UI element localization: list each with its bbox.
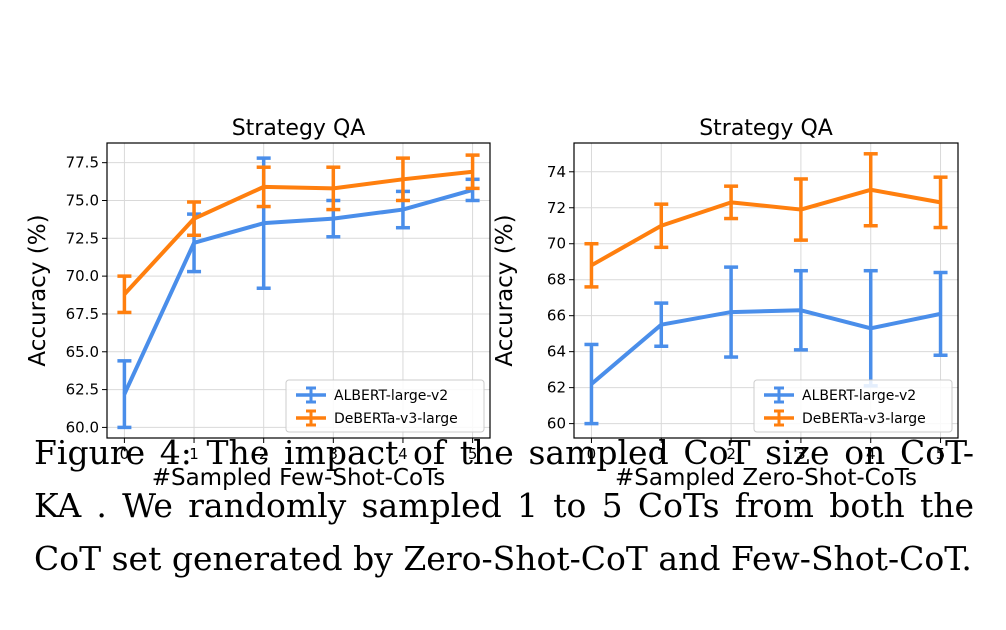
y-tick-label: 70 [547, 235, 566, 253]
x-tick-label: 4 [866, 445, 876, 463]
x-tick-label: 2 [259, 445, 269, 463]
series-deberta-v3-large [117, 153, 480, 315]
y-tick-label: 77.5 [66, 154, 99, 172]
y-tick-label: 74 [547, 163, 566, 181]
chart-panel-2: 0 1 2 3 4 5 60 62 64 66 68 70 72 74 Strategy QA #Sample… [492, 116, 959, 491]
y-axis-label: Accuracy (%) [25, 214, 51, 366]
legend-box [753, 379, 953, 433]
y-tick-label: 72 [547, 199, 566, 217]
series-line [122, 169, 473, 296]
y-tick-label: 68 [547, 271, 566, 289]
legend-label: ALBERT-large-v2 [802, 388, 916, 404]
y-tick-label: 75.0 [66, 191, 99, 209]
series-albert-large-v2 [584, 265, 948, 426]
x-tick-label: 5 [468, 445, 478, 463]
legend-box [285, 379, 485, 433]
x-tick-label: 2 [726, 445, 736, 463]
y-tick-label: 72.5 [66, 229, 99, 247]
x-tick-label: 0 [587, 445, 597, 463]
legend-label: DeBERTa-v3-large [802, 411, 926, 427]
y-tick-label: 64 [547, 343, 566, 361]
legend: ALBERT-large-v2 DeBERTa-v3-large [285, 379, 485, 433]
series-line [590, 187, 941, 268]
y-tick-label: 60.0 [66, 418, 99, 436]
y-tick-label: 62 [547, 379, 566, 397]
y-tick-label: 70.0 [66, 267, 99, 285]
y-axis-label: Accuracy (%) [492, 214, 518, 366]
series-line [590, 308, 941, 386]
y-tick-label: 60 [547, 415, 566, 433]
chart-title: Strategy QA [699, 116, 833, 141]
x-tick-label: 5 [936, 445, 946, 463]
y-tick-label: 62.5 [66, 381, 99, 399]
y-tick-label: 67.5 [66, 305, 99, 323]
series-deberta-v3-large [584, 152, 948, 289]
x-axis-label: #Sampled Zero-Shot-CoTs [615, 465, 917, 491]
legend: ALBERT-large-v2 DeBERTa-v3-large [753, 379, 953, 433]
x-tick-label: 0 [120, 445, 130, 463]
legend-label: DeBERTa-v3-large [334, 411, 458, 427]
x-axis-label: #Sampled Few-Shot-CoTs [152, 465, 446, 491]
x-tick-label: 4 [398, 445, 408, 463]
plot-frame [573, 142, 959, 439]
chart-panel-1: 0 1 2 3 4 5 60.0 62.5 65.0 67.5 70.0 72.5 75.0 77.5 St… [25, 116, 491, 491]
figure-caption: Figure 4: The impact of the sampled CoT … [34, 433, 974, 578]
series-line [122, 187, 474, 395]
y-tick-label: 65.0 [66, 343, 99, 361]
y-tick-label: 66 [547, 307, 566, 325]
plot-frame [106, 142, 491, 439]
x-tick-label: 3 [329, 445, 339, 463]
x-tick-label: 3 [796, 445, 806, 463]
chart-title: Strategy QA [232, 116, 366, 141]
x-tick-label: 1 [656, 445, 666, 463]
legend-label: ALBERT-large-v2 [334, 388, 448, 404]
x-tick-label: 1 [189, 445, 199, 463]
